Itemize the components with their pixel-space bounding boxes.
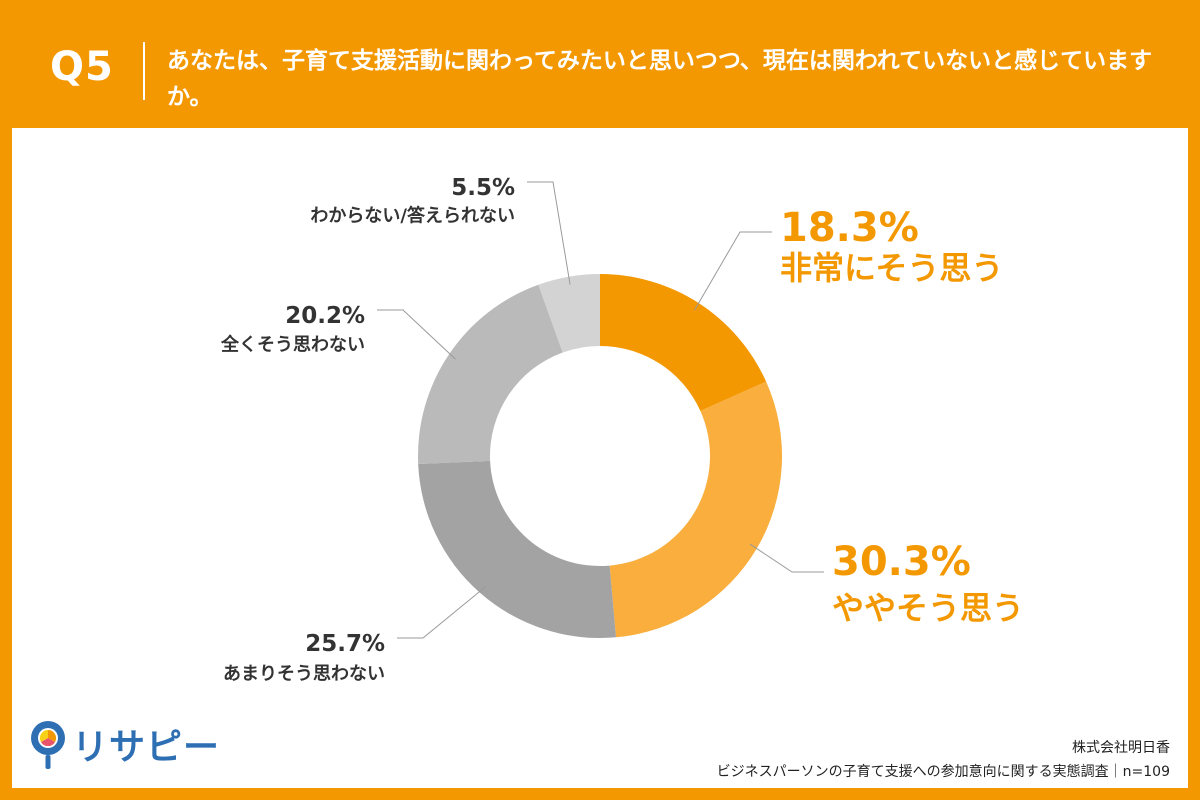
donut-slice <box>418 460 616 639</box>
donut-slice <box>600 274 767 412</box>
slice-category-label: 全くそう思わない <box>220 334 365 356</box>
donut-slice <box>418 284 563 465</box>
donut-slice <box>538 274 600 353</box>
slice-value-label: 18.3% <box>780 205 919 251</box>
source-credit: 株式会社明日香 ビジネスパーソンの子育て支援への参加意向に関する実態調査｜n=1… <box>717 736 1170 784</box>
header-divider <box>143 42 145 100</box>
leader-line <box>527 181 571 285</box>
slice-value-label: 20.2% <box>285 303 365 329</box>
slice-value-label: 25.7% <box>305 631 385 657</box>
leader-line <box>397 586 486 639</box>
chart-panel <box>12 128 1188 788</box>
question-header: Q5 あなたは、子育て支援活動に関わってみたいと思いつつ、現在は関われていないと… <box>0 0 1200 128</box>
brand-logo: リサピー <box>72 727 221 768</box>
donut-slice <box>609 381 783 638</box>
slice-value-label: 30.3% <box>832 539 971 585</box>
slice-category-label: 非常にそう思う <box>780 249 1003 287</box>
slice-category-label: ややそう思う <box>832 589 1024 627</box>
leader-line <box>377 309 456 360</box>
leader-line <box>694 231 772 311</box>
slice-category-label: わからない/答えられない <box>310 205 515 227</box>
slice-value-label: 5.5% <box>451 175 515 201</box>
source-survey: ビジネスパーソンの子育て支援への参加意向に関する実態調査｜n=109 <box>716 764 1170 780</box>
question-text: あなたは、子育て支援活動に関わってみたいと思いつつ、現在は関われていないと感じて… <box>167 48 1153 110</box>
question-number: Q5 <box>50 44 114 90</box>
slice-category-label: あまりそう思わない <box>223 664 385 685</box>
magnifier-pie-icon <box>31 721 65 769</box>
source-company: 株式会社明日香 <box>1072 740 1170 756</box>
leader-line <box>749 543 824 573</box>
